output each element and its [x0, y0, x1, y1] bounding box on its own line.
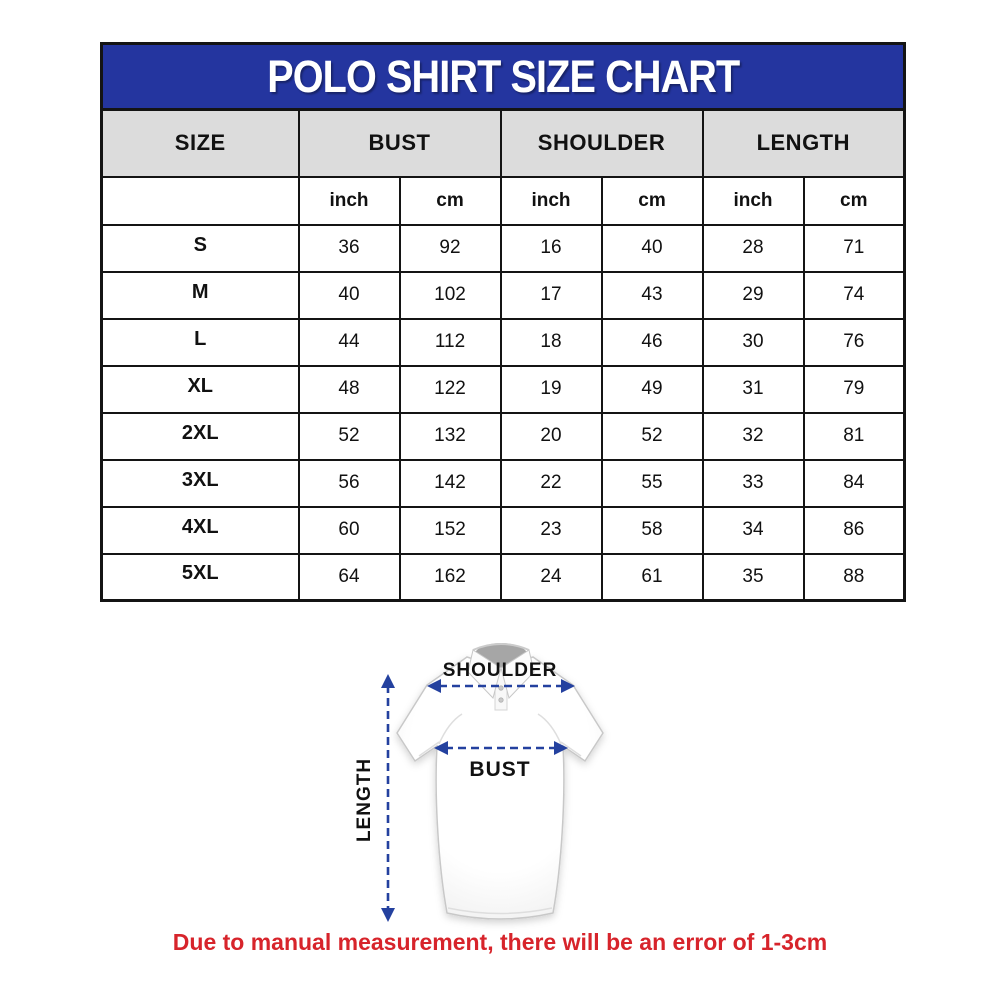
value-cell: 49 [600, 364, 704, 414]
unit-bust-cm: cm [398, 175, 502, 226]
value-cell: 30 [701, 317, 805, 367]
value-cell: 92 [398, 223, 502, 273]
size-chart-table: POLO SHIRT SIZE CHART SIZE BUST SHOULDER… [99, 42, 907, 602]
value-cell: 84 [802, 458, 906, 508]
value-cell: 31 [701, 364, 805, 414]
size-table-body: S 36 92 16 40 28 71 M 40 102 17 43 29 74 L 44 112 18 46 30 7… [100, 223, 906, 602]
col-header-bust: BUST [297, 108, 502, 178]
value-cell: 16 [499, 223, 603, 273]
value-cell: 76 [802, 317, 906, 367]
value-cell: 35 [701, 552, 805, 602]
shoulder-arrow [427, 679, 575, 693]
value-cell: 152 [398, 505, 502, 555]
value-cell: 40 [297, 270, 401, 320]
value-cell: 34 [701, 505, 805, 555]
value-cell: 112 [398, 317, 502, 367]
shoulder-label: SHOULDER [443, 660, 558, 681]
size-cell: 5XL [100, 552, 300, 602]
col-header-length: LENGTH [701, 108, 906, 178]
polo-shirt-illustration: SHOULDER BUST LENGTH [354, 643, 604, 922]
value-cell: 74 [802, 270, 906, 320]
unit-length-inch: inch [701, 175, 805, 226]
disclaimer-text: Due to manual measurement, there will be… [172, 929, 828, 955]
unit-bust-inch: inch [297, 175, 401, 226]
size-cell: L [100, 317, 300, 367]
table-row: M 40 102 17 43 29 74 [100, 270, 906, 320]
unit-shoulder-cm: cm [600, 175, 704, 226]
value-cell: 20 [499, 411, 603, 461]
table-row: L 44 112 18 46 30 76 [100, 317, 906, 367]
value-cell: 33 [701, 458, 805, 508]
table-row: 2XL 52 132 20 52 32 81 [100, 411, 906, 461]
bust-label: BUST [469, 758, 530, 781]
value-cell: 122 [398, 364, 502, 414]
table-row: S 36 92 16 40 28 71 [100, 223, 906, 273]
unit-length-cm: cm [802, 175, 906, 226]
size-cell: 2XL [100, 411, 300, 461]
polo-shirt-diagram: SHOULDER BUST LENGTH [340, 624, 670, 936]
table-row: 5XL 64 162 24 61 35 88 [100, 552, 906, 602]
value-cell: 88 [802, 552, 906, 602]
value-cell: 18 [499, 317, 603, 367]
value-cell: 32 [701, 411, 805, 461]
value-cell: 17 [499, 270, 603, 320]
value-cell: 46 [600, 317, 704, 367]
size-cell: 3XL [100, 458, 300, 508]
column-header-row: SIZE BUST SHOULDER LENGTH [100, 108, 906, 178]
value-cell: 61 [600, 552, 704, 602]
title-bar: POLO SHIRT SIZE CHART [99, 42, 907, 111]
title-cell: POLO SHIRT SIZE CHART [99, 42, 907, 111]
value-cell: 60 [297, 505, 401, 555]
table-row: XL 48 122 19 49 31 79 [100, 364, 906, 414]
size-cell: S [100, 223, 300, 273]
value-cell: 52 [297, 411, 401, 461]
value-cell: 24 [499, 552, 603, 602]
value-cell: 22 [499, 458, 603, 508]
size-cell: 4XL [100, 505, 300, 555]
value-cell: 71 [802, 223, 906, 273]
value-cell: 43 [600, 270, 704, 320]
button-icon [498, 685, 504, 691]
length-label: LENGTH [354, 758, 375, 842]
table-row: 4XL 60 152 23 58 34 86 [100, 505, 906, 555]
value-cell: 44 [297, 317, 401, 367]
value-cell: 55 [600, 458, 704, 508]
size-cell: M [100, 270, 300, 320]
value-cell: 86 [802, 505, 906, 555]
value-cell: 19 [499, 364, 603, 414]
value-cell: 142 [398, 458, 502, 508]
col-header-size: SIZE [100, 108, 300, 178]
value-cell: 23 [499, 505, 603, 555]
button-icon [498, 697, 504, 703]
col-header-shoulder: SHOULDER [499, 108, 704, 178]
value-cell: 132 [398, 411, 502, 461]
value-cell: 64 [297, 552, 401, 602]
value-cell: 52 [600, 411, 704, 461]
page-title: POLO SHIRT SIZE CHART [266, 50, 740, 102]
value-cell: 58 [600, 505, 704, 555]
value-cell: 36 [297, 223, 401, 273]
size-cell: XL [100, 364, 300, 414]
length-arrow [381, 674, 395, 922]
value-cell: 79 [802, 364, 906, 414]
table-row: 3XL 56 142 22 55 33 84 [100, 458, 906, 508]
unit-empty-cell [100, 175, 300, 226]
value-cell: 48 [297, 364, 401, 414]
value-cell: 81 [802, 411, 906, 461]
value-cell: 102 [398, 270, 502, 320]
value-cell: 28 [701, 223, 805, 273]
value-cell: 40 [600, 223, 704, 273]
shirt-body [396, 656, 604, 920]
bust-arrow [434, 741, 568, 755]
value-cell: 29 [701, 270, 805, 320]
value-cell: 162 [398, 552, 502, 602]
shirt-seams [418, 713, 582, 915]
unit-header-row: inch cm inch cm inch cm [100, 175, 906, 226]
unit-shoulder-inch: inch [499, 175, 603, 226]
value-cell: 56 [297, 458, 401, 508]
